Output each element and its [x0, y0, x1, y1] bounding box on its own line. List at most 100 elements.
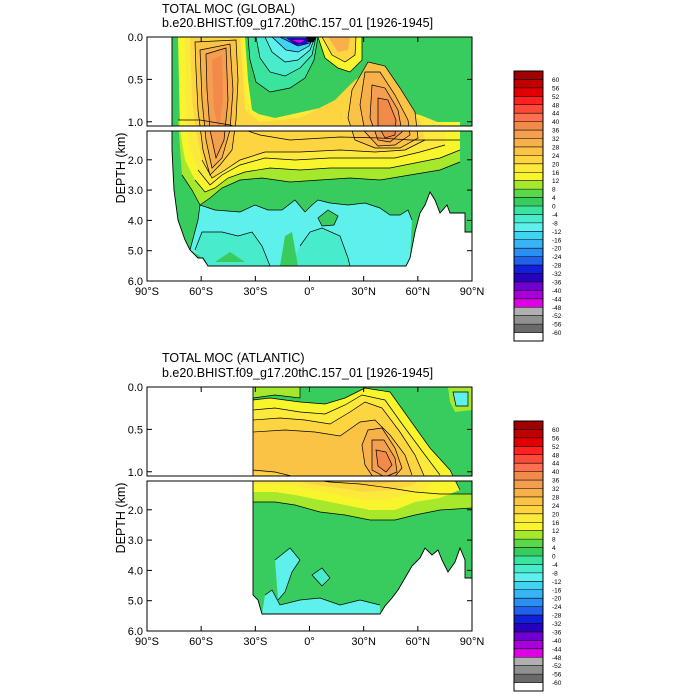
atlantic-colorbar-swatch — [514, 454, 543, 464]
global-colorbar-swatch — [514, 231, 543, 241]
global-colorbar-label: -28 — [552, 263, 562, 270]
atlantic-colorbar-swatch — [514, 530, 543, 540]
global-colorbar-swatch — [514, 239, 543, 249]
global-colorbar-swatch — [514, 332, 543, 342]
global-ytick-label: 0.0 — [128, 32, 143, 44]
atlantic-ytick-label: 0.0 — [128, 382, 143, 394]
atlantic-colorbar-label: 24 — [552, 503, 560, 510]
global-colorbar-label: -44 — [552, 296, 562, 303]
atlantic-colorbar-label: -40 — [552, 638, 562, 645]
global-xtick-label: 30°N — [351, 286, 376, 298]
atlantic-colorbar-swatch — [514, 556, 543, 565]
global-colorbar-label: -24 — [552, 254, 562, 261]
global-xtick-label: 90°S — [135, 286, 159, 298]
atlantic-colorbar-label: 36 — [552, 478, 560, 485]
atlantic-colorbar-label: 52 — [552, 444, 560, 451]
global-colorbar-label: -40 — [552, 288, 562, 295]
atlantic-xtick-label: 60°N — [406, 636, 431, 648]
global-colorbar-label: 4 — [552, 195, 556, 202]
atlantic-colorbar-label: 20 — [552, 511, 560, 518]
global-ytick-label: 0.5 — [128, 74, 143, 86]
global-ytick-label: 1.0 — [128, 117, 143, 129]
global-moc-panel: TOTAL MOC (GLOBAL) b.e20.BHIST.f09_g17.2… — [114, 2, 484, 298]
atlantic-title: TOTAL MOC (ATLANTIC) — [162, 351, 305, 365]
atlantic-colorbar-swatch — [514, 480, 543, 489]
atlantic-colorbar-swatch — [514, 513, 543, 523]
atlantic-ytick-label: 0.5 — [128, 424, 143, 436]
atlantic-colorbar-label: 56 — [552, 435, 560, 442]
atlantic-colorbar-label: 4 — [552, 545, 556, 552]
global-xtick-label: 90°N — [460, 286, 485, 298]
atlantic-colorbar-label: -44 — [552, 646, 562, 653]
atlantic-colorbar-label: -36 — [552, 629, 562, 636]
atlantic-colorbar-swatch — [514, 547, 543, 557]
atlantic-colorbar-swatch — [514, 572, 543, 582]
atlantic-ytick-label: 3.0 — [128, 535, 143, 547]
atlantic-colorbar-swatch — [514, 674, 543, 683]
atlantic-colorbar-swatch — [514, 598, 543, 607]
atlantic-colorbar-label: -52 — [552, 663, 562, 670]
global-colorbar-label: 24 — [552, 153, 560, 160]
atlantic-colorbar-label: -12 — [552, 579, 562, 586]
atlantic-xtick-label: 30°N — [351, 636, 376, 648]
atlantic-xtick-label: 60°S — [189, 636, 213, 648]
global-colorbar-swatch — [514, 298, 543, 308]
global-colorbar-label: 56 — [552, 85, 560, 92]
global-contour-field — [147, 37, 472, 267]
global-colorbar-label: -8 — [552, 220, 558, 227]
atlantic-colorbar-swatch — [514, 539, 543, 548]
global-colorbar-swatch — [514, 172, 543, 181]
global-colorbar-label: -16 — [552, 237, 562, 244]
atlantic-colorbar-swatch — [514, 657, 543, 666]
atlantic-colorbar-swatch — [514, 446, 543, 456]
global-colorbar-swatch — [514, 315, 543, 325]
global-colorbar-swatch — [514, 281, 543, 291]
atlantic-ytick-label: 1.0 — [128, 467, 143, 479]
global-ylabel: DEPTH (km) — [114, 133, 128, 204]
atlantic-colorbar-label: 60 — [552, 427, 560, 434]
atlantic-colorbar-swatch — [514, 421, 543, 430]
global-colorbar-label: -36 — [552, 279, 562, 286]
global-colorbar-label: 0 — [552, 204, 556, 211]
global-colorbar-swatch — [514, 248, 543, 257]
global-colorbar-swatch — [514, 197, 543, 207]
global-colorbar: 60565248444036322824201612840-4-8-12-16-… — [513, 70, 562, 342]
global-colorbar-label: 12 — [552, 178, 560, 185]
global-colorbar-label: 48 — [552, 102, 560, 109]
global-colorbar-label: -32 — [552, 271, 562, 278]
atlantic-colorbar-swatch — [514, 488, 543, 498]
atlantic-colorbar-label: -48 — [552, 655, 562, 662]
atlantic-xtick-label: 90°S — [135, 636, 159, 648]
global-colorbar-swatch — [514, 79, 543, 89]
global-axes: 0.0 0.5 1.0 2.0 3.0 4.0 5.0 6.090°S 60°S 30°S 0° 30… — [128, 32, 485, 298]
global-colorbar-swatch — [514, 155, 543, 165]
atlantic-colorbar-label: -24 — [552, 604, 562, 611]
global-title: TOTAL MOC (GLOBAL) — [162, 2, 295, 16]
atlantic-colorbar: 60565248444036322824201612840-4-8-12-16-… — [513, 420, 562, 692]
atlantic-colorbar-label: 32 — [552, 486, 560, 493]
global-colorbar-swatch — [514, 307, 543, 316]
global-colorbar-label: 40 — [552, 119, 560, 126]
atlantic-colorbar-label: 0 — [552, 554, 556, 561]
global-colorbar-label: -20 — [552, 246, 562, 253]
atlantic-xtick-label: 30°S — [243, 636, 267, 648]
atlantic-colorbar-label: -56 — [552, 672, 562, 679]
global-colorbar-swatch — [514, 222, 543, 232]
atlantic-colorbar-frame — [513, 420, 544, 692]
global-colorbar-label: 16 — [552, 170, 560, 177]
atlantic-colorbar-swatch — [514, 496, 543, 506]
atlantic-colorbar-label: 48 — [552, 452, 560, 459]
atlantic-colorbar-swatch — [514, 606, 543, 616]
global-colorbar-label: 36 — [552, 128, 560, 135]
atlantic-xtick-label: 90°N — [460, 636, 485, 648]
atlantic-colorbar-swatch — [514, 564, 543, 574]
atlantic-ytick-label: 6.0 — [128, 626, 143, 638]
atlantic-colorbar-swatch — [514, 648, 543, 658]
global-xtick-label: 30°S — [243, 286, 267, 298]
global-colorbar-label: 60 — [552, 77, 560, 84]
global-colorbar-swatch — [514, 256, 543, 266]
global-colorbar-label: -60 — [552, 330, 562, 337]
global-colorbar-swatch — [514, 113, 543, 122]
atlantic-colorbar-label: -8 — [552, 570, 558, 577]
